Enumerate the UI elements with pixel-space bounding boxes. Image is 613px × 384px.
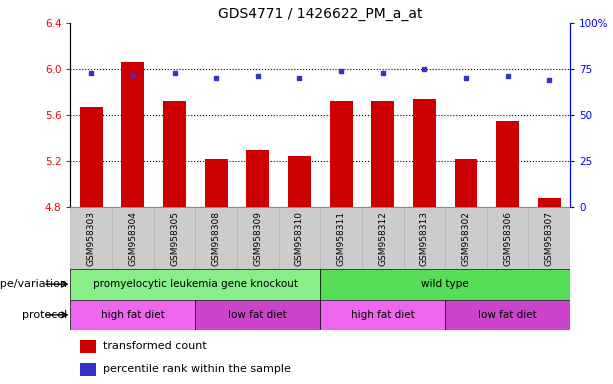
Text: GSM958307: GSM958307 — [545, 210, 554, 266]
Bar — [163, 101, 186, 207]
Bar — [70, 269, 320, 300]
Text: GSM958312: GSM958312 — [378, 211, 387, 265]
Bar — [80, 339, 96, 353]
Text: protocol: protocol — [22, 310, 67, 320]
Bar — [112, 207, 154, 269]
Bar — [246, 150, 269, 207]
Bar — [487, 207, 528, 269]
Text: genotype/variation: genotype/variation — [0, 279, 67, 289]
Bar — [538, 198, 561, 207]
Text: low fat diet: low fat diet — [478, 310, 537, 320]
Bar — [288, 156, 311, 207]
Text: GSM958311: GSM958311 — [337, 210, 346, 266]
Text: GSM958310: GSM958310 — [295, 210, 304, 266]
Bar — [330, 101, 352, 207]
Bar — [320, 300, 445, 330]
Bar — [320, 207, 362, 269]
Bar — [70, 207, 112, 269]
Text: GSM958302: GSM958302 — [462, 211, 471, 265]
Text: low fat diet: low fat diet — [229, 310, 287, 320]
Bar — [403, 207, 445, 269]
Text: high fat diet: high fat diet — [351, 310, 414, 320]
Bar — [121, 62, 145, 207]
Bar — [196, 300, 320, 330]
Bar — [279, 207, 321, 269]
Bar — [413, 99, 436, 207]
Bar — [362, 207, 403, 269]
Text: GSM958306: GSM958306 — [503, 210, 512, 266]
Bar — [455, 159, 478, 207]
Bar — [496, 121, 519, 207]
Bar — [320, 269, 570, 300]
Bar — [196, 207, 237, 269]
Bar — [205, 159, 227, 207]
Bar — [80, 362, 96, 376]
Text: percentile rank within the sample: percentile rank within the sample — [103, 364, 291, 374]
Bar — [70, 300, 196, 330]
Title: GDS4771 / 1426622_PM_a_at: GDS4771 / 1426622_PM_a_at — [218, 7, 422, 21]
Bar — [371, 101, 394, 207]
Text: GSM958303: GSM958303 — [87, 210, 96, 266]
Bar — [445, 207, 487, 269]
Text: GSM958309: GSM958309 — [253, 210, 262, 266]
Text: high fat diet: high fat diet — [101, 310, 165, 320]
Bar — [154, 207, 196, 269]
Bar — [237, 207, 279, 269]
Text: GSM958305: GSM958305 — [170, 210, 179, 266]
Text: GSM958313: GSM958313 — [420, 210, 429, 266]
Bar — [80, 107, 103, 207]
Text: GSM958308: GSM958308 — [211, 210, 221, 266]
Text: transformed count: transformed count — [103, 341, 207, 351]
Text: GSM958304: GSM958304 — [129, 211, 137, 265]
Text: promyelocytic leukemia gene knockout: promyelocytic leukemia gene knockout — [93, 279, 298, 289]
Text: wild type: wild type — [421, 279, 469, 289]
Bar — [445, 300, 570, 330]
Bar — [528, 207, 570, 269]
